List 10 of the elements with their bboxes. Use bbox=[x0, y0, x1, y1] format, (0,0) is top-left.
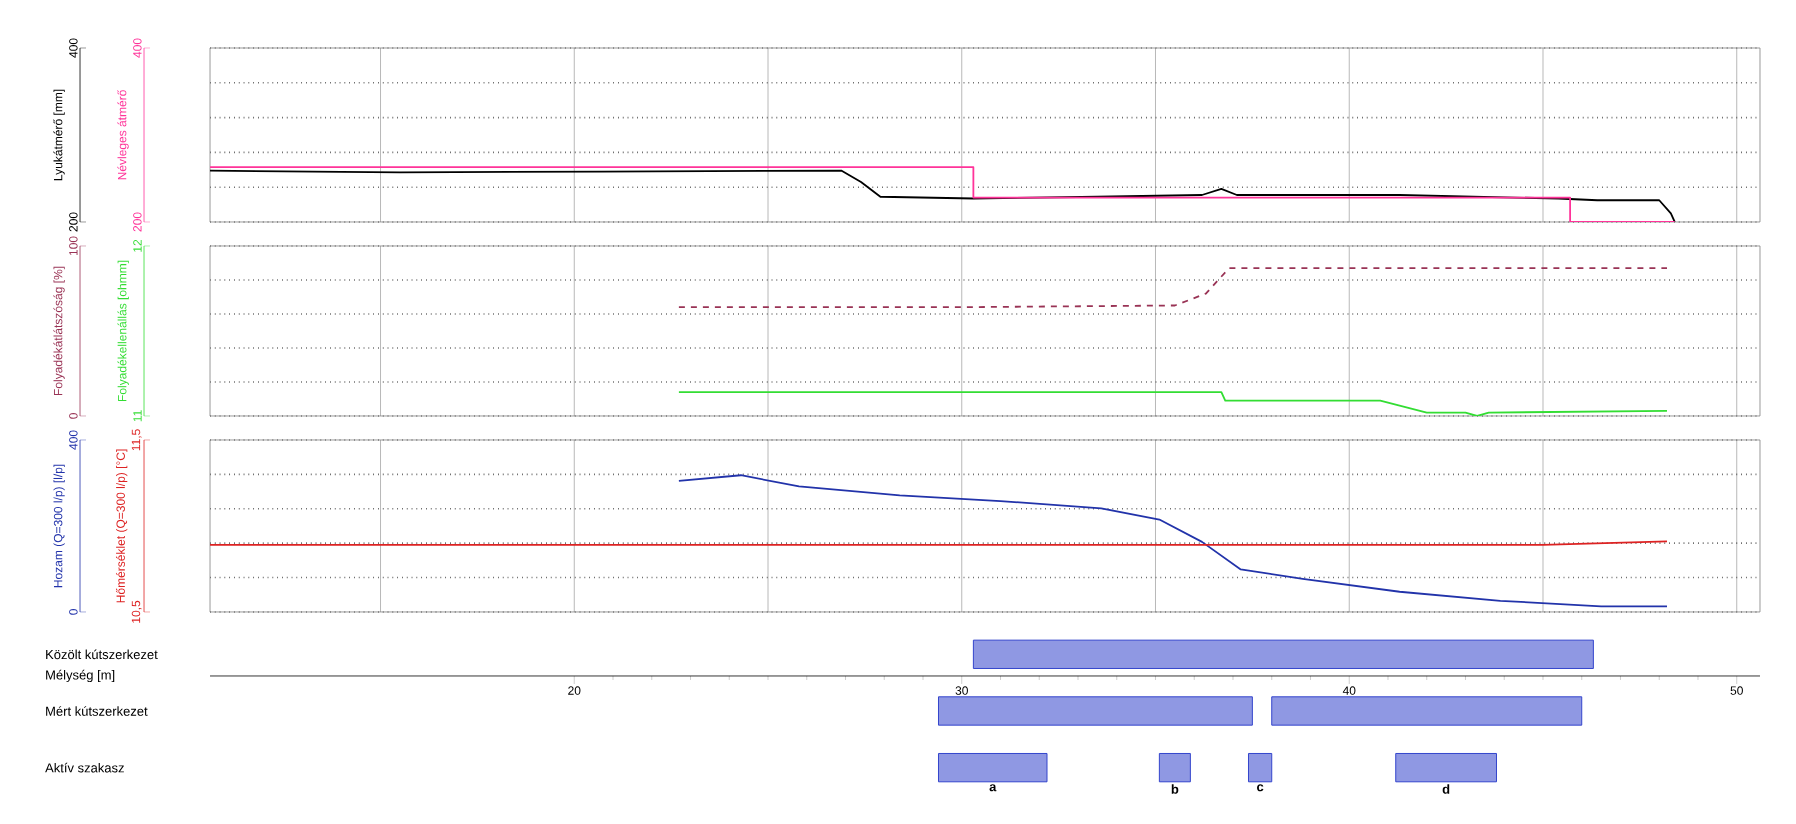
bar bbox=[1248, 752, 1273, 783]
bar bbox=[1158, 752, 1191, 783]
line-series bbox=[677, 267, 1668, 309]
bar bbox=[938, 696, 1253, 726]
bar bbox=[972, 639, 1594, 669]
bar bbox=[1271, 696, 1583, 726]
bar bbox=[938, 752, 1048, 783]
line-series bbox=[677, 474, 1668, 608]
line-series bbox=[677, 391, 1668, 416]
bar bbox=[1395, 752, 1497, 783]
